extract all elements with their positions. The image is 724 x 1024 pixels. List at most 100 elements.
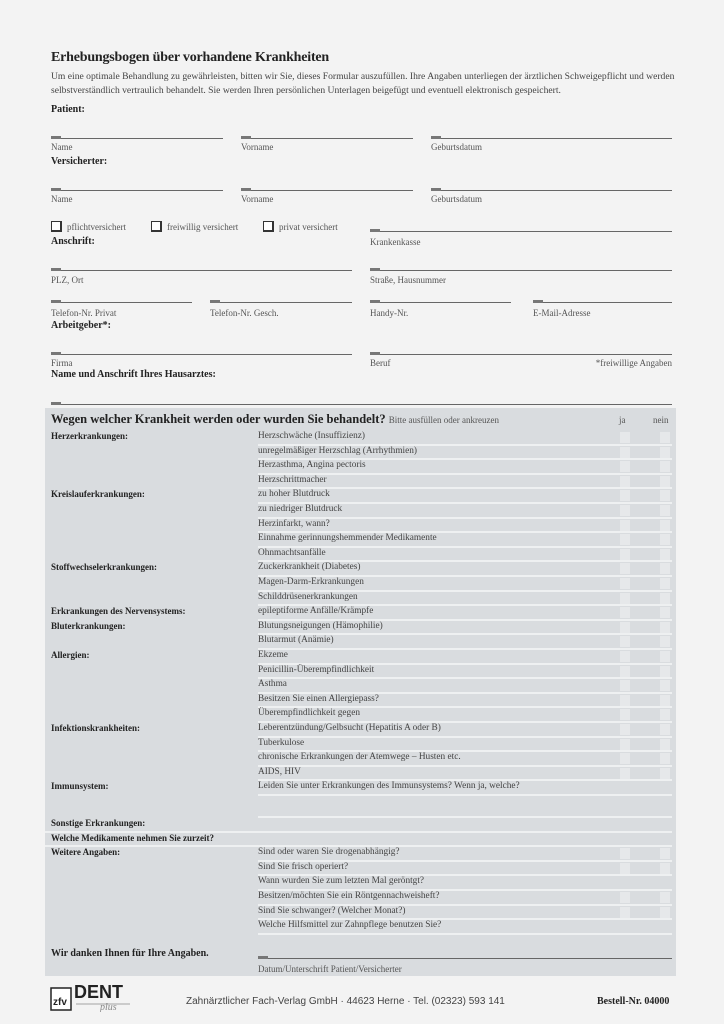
krankenkasse-label: Krankenkasse: [370, 237, 421, 247]
question-text: unregelmäßiger Herzschlag (Arrhythmien): [258, 445, 418, 456]
nein-checkbox[interactable]: [660, 490, 670, 502]
question-row: [45, 796, 676, 818]
ja-checkbox[interactable]: [620, 753, 630, 765]
question-text: Herzschrittmacher: [258, 474, 327, 485]
plz-ort-field[interactable]: [51, 268, 352, 271]
nein-checkbox[interactable]: [660, 724, 670, 735]
ja-checkbox[interactable]: [620, 724, 630, 735]
row-divider: [258, 487, 672, 490]
beruf-field[interactable]: [370, 352, 672, 355]
nein-checkbox[interactable]: [660, 738, 670, 750]
nein-checkbox[interactable]: [660, 651, 670, 662]
row-divider: [258, 604, 672, 607]
question-text: Schilddrüsenerkrankungen: [258, 591, 358, 602]
checkbox-privat-versichert[interactable]: privat versichert: [263, 221, 338, 232]
handy-label: Handy-Nr.: [370, 308, 409, 318]
nein-checkbox[interactable]: [660, 592, 670, 604]
ja-checkbox[interactable]: [620, 738, 630, 750]
ja-checkbox[interactable]: [620, 892, 630, 903]
versicherter-name-field[interactable]: [51, 188, 223, 191]
question-text: Besitzen Sie einen Allergiepass?: [258, 693, 379, 704]
row-divider: [258, 677, 672, 680]
nein-checkbox[interactable]: [660, 505, 670, 516]
ja-checkbox[interactable]: [620, 505, 630, 516]
row-divider: [258, 458, 672, 461]
ja-checkbox[interactable]: [620, 767, 630, 779]
krankenkasse-field[interactable]: [370, 229, 672, 232]
ja-checkbox[interactable]: [620, 446, 630, 458]
plz-ort-label: PLZ, Ort: [51, 275, 84, 285]
question-row: Bluterkrankungen: Blutungsneigungen (Hämo…: [45, 621, 676, 636]
checkbox-freiwillig-versichert[interactable]: freiwillig versichert: [151, 221, 238, 232]
hausarzt-field[interactable]: [51, 402, 672, 405]
email-field[interactable]: [533, 300, 672, 303]
nein-checkbox[interactable]: [660, 461, 670, 473]
ja-checkbox[interactable]: [620, 475, 630, 487]
nein-checkbox[interactable]: [660, 694, 670, 706]
handy-field[interactable]: [370, 300, 511, 303]
ja-checkbox[interactable]: [620, 636, 630, 648]
ja-checkbox[interactable]: [620, 563, 630, 575]
category-label: Immunsystem:: [51, 781, 109, 792]
nein-checkbox[interactable]: [660, 607, 670, 619]
nein-checkbox[interactable]: [660, 848, 670, 860]
nein-checkbox[interactable]: [660, 709, 670, 721]
nein-checkbox[interactable]: [660, 621, 670, 633]
nein-checkbox[interactable]: [660, 563, 670, 575]
patient-geburtsdatum-field[interactable]: [431, 136, 672, 139]
ja-checkbox[interactable]: [620, 607, 630, 619]
patient-name-field[interactable]: [51, 136, 223, 139]
ja-checkbox[interactable]: [620, 680, 630, 692]
ja-checkbox[interactable]: [620, 848, 630, 860]
ja-checkbox[interactable]: [620, 548, 630, 560]
tel-gesch-field[interactable]: [210, 300, 352, 303]
ja-checkbox[interactable]: [620, 906, 630, 918]
question-row: Sind Sie schwanger? (Welcher Monat?): [45, 906, 676, 921]
ja-checkbox[interactable]: [620, 709, 630, 721]
ja-checkbox[interactable]: [620, 490, 630, 502]
checkbox-pflichtversichert[interactable]: pflichtversichert: [51, 221, 126, 232]
nein-checkbox[interactable]: [660, 548, 670, 560]
tel-privat-field[interactable]: [51, 300, 192, 303]
question-text: Blutungsneigungen (Hämophilie): [258, 620, 383, 631]
ja-checkbox[interactable]: [620, 694, 630, 706]
category-label: Weitere Angaben:: [51, 847, 121, 858]
ja-checkbox[interactable]: [620, 862, 630, 874]
row-divider: [258, 918, 672, 921]
nein-checkbox[interactable]: [660, 432, 670, 443]
question-row: Herzerkrankungen: Herzschwäche (Insuffizi…: [45, 431, 676, 446]
ja-checkbox[interactable]: [620, 432, 630, 443]
nein-checkbox[interactable]: [660, 475, 670, 487]
ja-checkbox[interactable]: [620, 578, 630, 589]
nein-checkbox[interactable]: [660, 446, 670, 458]
email-label: E-Mail-Adresse: [533, 308, 591, 318]
nein-checkbox[interactable]: [660, 519, 670, 531]
ja-checkbox[interactable]: [620, 592, 630, 604]
firma-field[interactable]: [51, 352, 352, 355]
strasse-field[interactable]: [370, 268, 672, 271]
signature-field[interactable]: [258, 956, 672, 959]
nein-checkbox[interactable]: [660, 665, 670, 677]
ja-checkbox[interactable]: [620, 665, 630, 677]
nein-checkbox[interactable]: [660, 892, 670, 903]
ja-checkbox[interactable]: [620, 621, 630, 633]
category-label: Infektionskrankheiten:: [51, 723, 141, 733]
nein-checkbox[interactable]: [660, 906, 670, 918]
nein-checkbox[interactable]: [660, 767, 670, 779]
versicherter-vorname-field[interactable]: [241, 188, 413, 191]
nein-checkbox[interactable]: [660, 578, 670, 589]
checkbox-label: privat versichert: [279, 222, 338, 232]
question-row: Schilddrüsenerkrankungen: [45, 592, 676, 607]
nein-checkbox[interactable]: [660, 534, 670, 546]
nein-checkbox[interactable]: [660, 680, 670, 692]
nein-checkbox[interactable]: [660, 636, 670, 648]
nein-checkbox[interactable]: [660, 862, 670, 874]
ja-checkbox[interactable]: [620, 461, 630, 473]
versicherter-geburtsdatum-field[interactable]: [431, 188, 672, 191]
ja-checkbox[interactable]: [620, 651, 630, 662]
patient-vorname-field[interactable]: [241, 136, 413, 139]
ja-checkbox[interactable]: [620, 534, 630, 546]
ja-checkbox[interactable]: [620, 519, 630, 531]
question-text: Herzinfarkt, wann?: [258, 518, 330, 529]
nein-checkbox[interactable]: [660, 753, 670, 765]
